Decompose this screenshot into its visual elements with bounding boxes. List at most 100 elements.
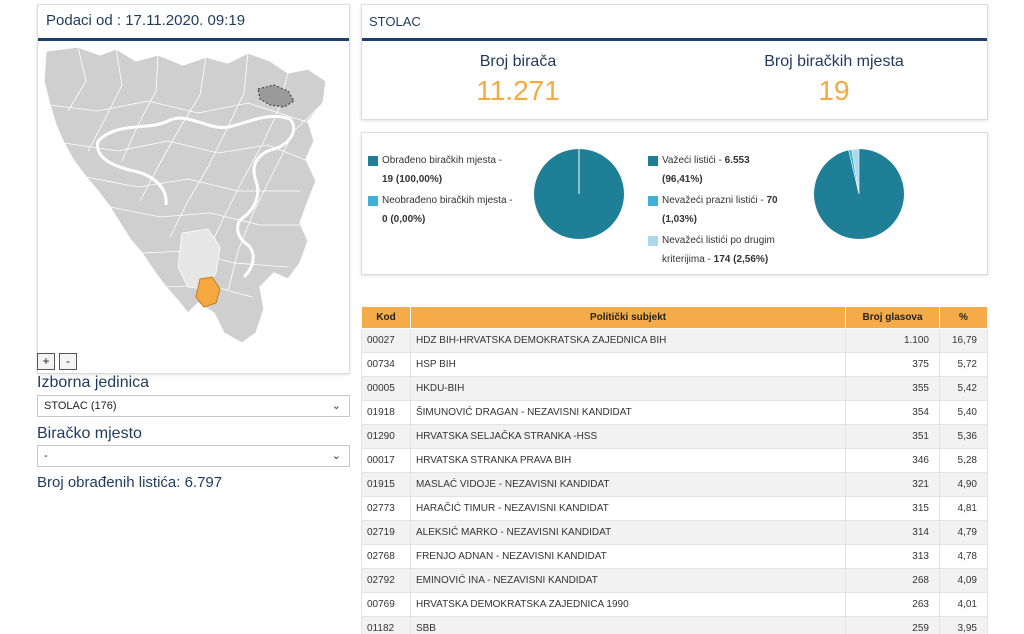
cell-party: HDZ BIH-HRVATSKA DEMOKRATSKA ZAJEDNICA B… <box>409 328 847 353</box>
legend-swatch <box>648 236 658 246</box>
legend-percent: (96,41%) <box>662 174 703 185</box>
table-row[interactable]: 02768 FRENJO ADNAN - NEZAVISNI KANDIDAT 31… <box>361 544 989 569</box>
cell-percent: 5,72 <box>938 352 989 377</box>
cell-votes: 354 <box>845 400 940 425</box>
bih-map[interactable] <box>38 41 351 351</box>
constituency-label: Izborna jedinica <box>37 374 150 391</box>
cell-code: 01290 <box>361 424 411 449</box>
ballots-pie[interactable] <box>812 147 906 241</box>
voters-stat: Broj birača 11.271 <box>368 53 668 107</box>
table-row[interactable]: 02719 ALEKSIĆ MARKO - NEZAVISNI KANDIDAT 3… <box>361 520 989 545</box>
cell-party: EMINOVIĆ INA - NEZAVISNI KANDIDAT <box>409 568 847 593</box>
table-row[interactable]: 01182 SBB 259 3,95 <box>361 616 989 634</box>
table-row[interactable]: 00734 HSP BIH 375 5,72 <box>361 352 989 377</box>
cell-code: 00027 <box>361 328 411 353</box>
cell-party: MASLAĆ VIDOJE - NEZAVISNI KANDIDAT <box>409 472 847 497</box>
legend-value: 174 (2,56%) <box>713 254 769 265</box>
legend-label: Neobrađeno biračkih mjesta - <box>382 195 513 206</box>
legend-blank: Nevažeći prazni listići - 70 (1,03%) <box>648 191 808 229</box>
cell-votes: 346 <box>845 448 940 473</box>
chevron-down-icon: ⌄ <box>331 450 341 462</box>
map-panel: Podaci od : 17.11.2020. 09:19 <box>37 4 350 374</box>
cell-party: SBB <box>409 616 847 634</box>
pie-slice-other-invalid[interactable] <box>851 148 860 195</box>
legend-swatch <box>368 196 378 206</box>
cell-party: ALEKSIĆ MARKO - NEZAVISNI KANDIDAT <box>409 520 847 545</box>
cell-party: FRENJO ADNAN - NEZAVISNI KANDIDAT <box>409 544 847 569</box>
stolac-municipality[interactable] <box>195 276 221 308</box>
col-header-party[interactable]: Politički subjekt <box>409 306 847 329</box>
municipality-title: STOLAC <box>362 5 987 41</box>
col-header-percent[interactable]: % <box>938 306 989 329</box>
cell-percent: 5,40 <box>938 400 989 425</box>
cell-code: 00769 <box>361 592 411 617</box>
constituency-select[interactable]: STOLAC (176) ⌄ <box>37 395 350 417</box>
legend-value: 19 (100,00%) <box>382 174 443 185</box>
zoom-out-button[interactable]: - <box>59 353 77 370</box>
cell-percent: 4,79 <box>938 520 989 545</box>
cell-code: 02768 <box>361 544 411 569</box>
cell-percent: 3,95 <box>938 616 989 634</box>
cell-party: HSP BIH <box>409 352 847 377</box>
legend-value: 70 <box>766 195 778 206</box>
table-row[interactable]: 01915 MASLAĆ VIDOJE - NEZAVISNI KANDIDAT 3… <box>361 472 989 497</box>
legend-valid: Važeći listići - 6.553 (96,41%) <box>648 151 798 189</box>
legend-label-2: kriterijima - <box>662 254 711 265</box>
cell-percent: 4,01 <box>938 592 989 617</box>
cell-percent: 5,36 <box>938 424 989 449</box>
stations-stat: Broj biračkih mjesta 19 <box>684 53 984 107</box>
table-row[interactable]: 00017 HRVATSKA STRANKA PRAVA BIH 346 5,28 <box>361 448 989 473</box>
brcko-district[interactable] <box>257 84 295 108</box>
cell-votes: 375 <box>845 352 940 377</box>
results-table: Kod Politički subjekt Broj glasova % 000… <box>361 306 989 634</box>
legend-unprocessed: Neobrađeno biračkih mjesta - 0 (0,00%) <box>368 191 518 229</box>
processed-ballots: Broj obrađenih listića: 6.797 <box>37 474 223 491</box>
summary-box: STOLAC Broj birača 11.271 Broj biračkih … <box>361 4 988 120</box>
legend-swatch <box>648 156 658 166</box>
cell-party: HKDU-BIH <box>409 376 847 401</box>
table-row[interactable]: 00027 HDZ BIH-HRVATSKA DEMOKRATSKA ZAJEDN… <box>361 328 989 353</box>
cell-code: 00005 <box>361 376 411 401</box>
col-header-votes[interactable]: Broj glasova <box>845 306 940 329</box>
data-timestamp: Podaci od : 17.11.2020. 09:19 <box>38 5 349 41</box>
cell-votes: 315 <box>845 496 940 521</box>
table-row[interactable]: 00005 HKDU-BIH 355 5,42 <box>361 376 989 401</box>
cell-percent: 4,09 <box>938 568 989 593</box>
table-body: 00027 HDZ BIH-HRVATSKA DEMOKRATSKA ZAJEDN… <box>361 328 989 634</box>
table-row[interactable]: 02773 HARAČIĆ TIMUR - NEZAVISNI KANDIDAT 3… <box>361 496 989 521</box>
polling-stations-pie[interactable] <box>532 147 626 241</box>
cell-party: HRVATSKA SELJAČKA STRANKA -HSS <box>409 424 847 449</box>
table-row[interactable]: 01290 HRVATSKA SELJAČKA STRANKA -HSS 351 5,… <box>361 424 989 449</box>
cell-percent: 4,78 <box>938 544 989 569</box>
legend-label: Nevažeći prazni listići - <box>662 195 764 206</box>
cell-code: 01915 <box>361 472 411 497</box>
table-row[interactable]: 01918 ŠIMUNOVIĆ DRAGAN - NEZAVISNI KANDID… <box>361 400 989 425</box>
cell-percent: 5,28 <box>938 448 989 473</box>
cell-code: 01918 <box>361 400 411 425</box>
table-header-row: Kod Politički subjekt Broj glasova % <box>361 306 989 329</box>
zoom-in-button[interactable]: + <box>37 353 55 370</box>
cell-votes: 314 <box>845 520 940 545</box>
cell-votes: 1.100 <box>845 328 940 353</box>
cell-code: 00017 <box>361 448 411 473</box>
legend-other-invalid: Nevažeći listići po drugim kriterijima - … <box>648 231 808 269</box>
legend-label: Nevažeći listići po drugim <box>662 235 775 246</box>
country-shape[interactable] <box>43 46 327 344</box>
legend-value: 0 (0,00%) <box>382 214 426 225</box>
table-row[interactable]: 00769 HRVATSKA DEMOKRATSKA ZAJEDNICA 1990… <box>361 592 989 617</box>
stations-label: Broj biračkih mjesta <box>764 53 904 70</box>
legend-percent: (1,03%) <box>662 214 698 225</box>
col-header-code[interactable]: Kod <box>361 306 411 329</box>
cell-votes: 259 <box>845 616 940 634</box>
legend-value: 6.553 <box>724 155 750 166</box>
cell-code: 01182 <box>361 616 411 634</box>
statistics-box: Obrađeno biračkih mjesta - 19 (100,00%) N… <box>361 132 988 275</box>
map-svg[interactable] <box>38 41 351 351</box>
table-row[interactable]: 02792 EMINOVIĆ INA - NEZAVISNI KANDIDAT 26… <box>361 568 989 593</box>
cell-votes: 351 <box>845 424 940 449</box>
polling-station-value: - <box>44 450 48 462</box>
legend-label: Važeći listići - <box>662 155 722 166</box>
cell-code: 02773 <box>361 496 411 521</box>
polling-station-select[interactable]: - ⌄ <box>37 445 350 467</box>
cell-code: 02719 <box>361 520 411 545</box>
